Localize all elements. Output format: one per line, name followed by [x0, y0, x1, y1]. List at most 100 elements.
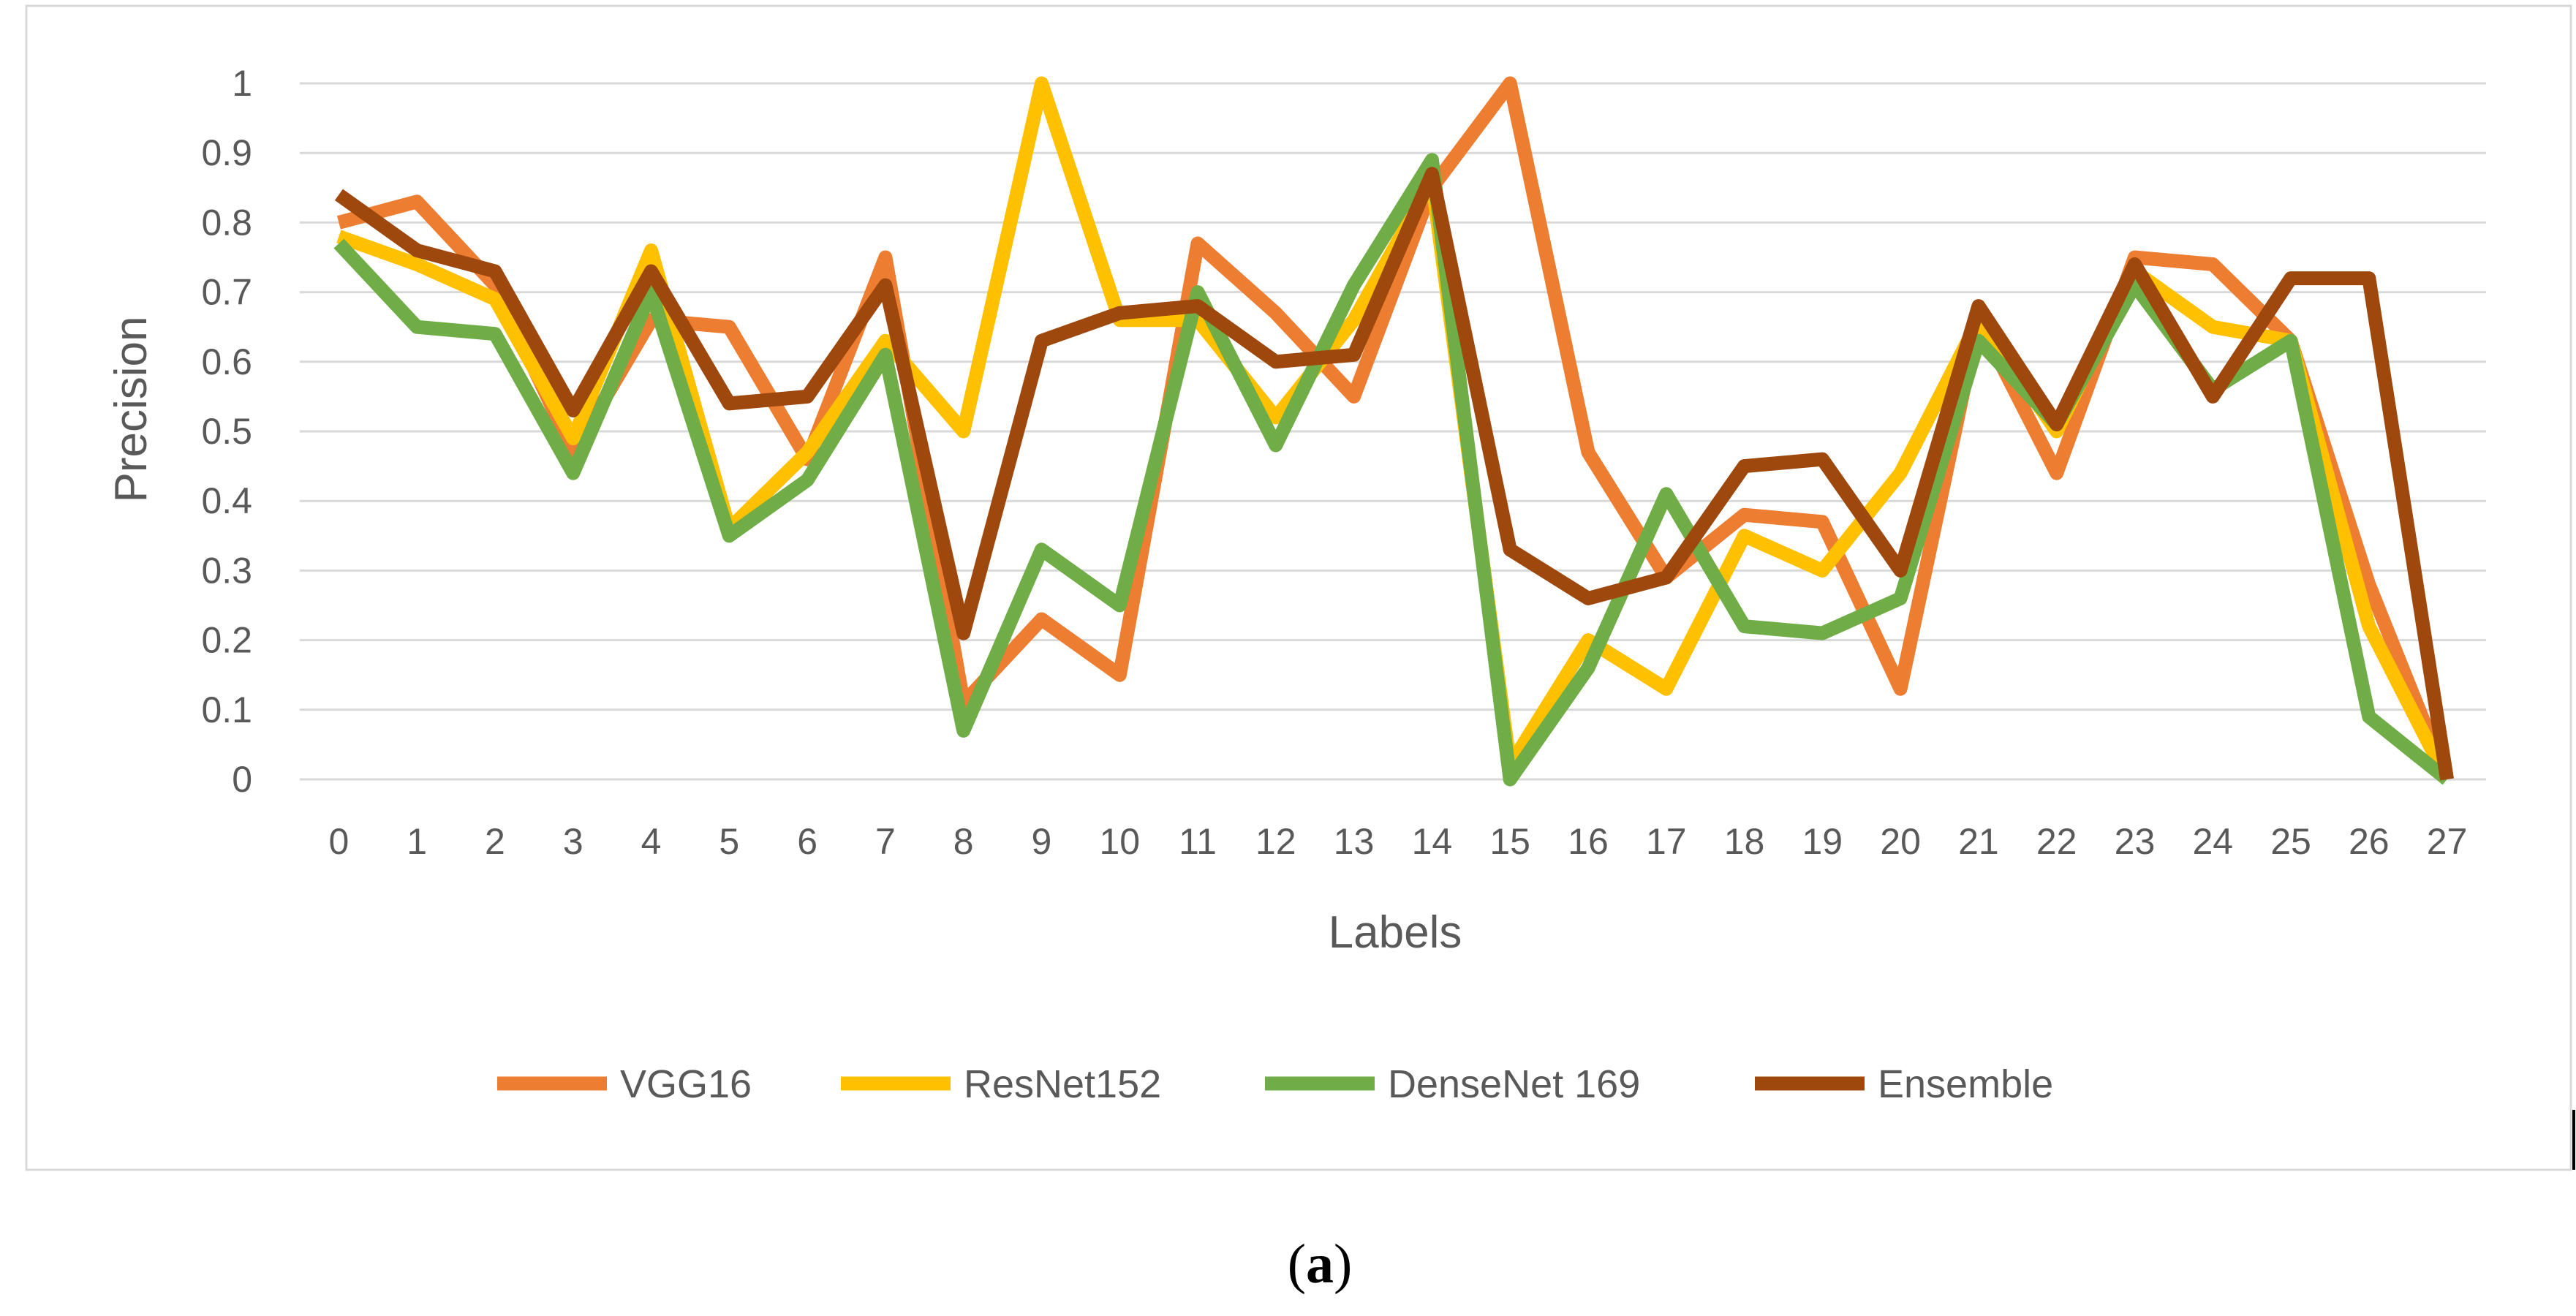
- data-point: [1744, 466, 1745, 467]
- data-point: [963, 632, 964, 634]
- data-point: [2212, 396, 2213, 397]
- data-point: [573, 452, 574, 453]
- data-point: [885, 354, 886, 355]
- caption: (a): [1288, 1233, 1353, 1295]
- y-axis-ticks: 0 0.1 0.2 0.3 0.4 0.5 0.6 0.7 0.8 0.9 1: [201, 63, 252, 800]
- y-tick-label: 0.7: [201, 272, 252, 313]
- data-point: [1353, 354, 1355, 355]
- data-point: [728, 535, 730, 537]
- data-point: [573, 409, 574, 411]
- x-tick-label: 1: [407, 821, 427, 862]
- data-point: [1509, 779, 1511, 780]
- data-point: [807, 452, 808, 453]
- y-tick-label: 0.4: [201, 480, 252, 521]
- data-point: [885, 340, 886, 341]
- x-tick-label: 3: [563, 821, 583, 862]
- data-point: [2290, 278, 2292, 279]
- data-point: [1666, 494, 1667, 495]
- data-point: [1900, 597, 1901, 599]
- data-point: [1353, 284, 1355, 286]
- data-point: [1666, 577, 1667, 578]
- caption-letter: a: [1306, 1233, 1334, 1295]
- data-point: [963, 730, 964, 731]
- x-tick-label: 0: [328, 821, 349, 862]
- data-point: [1587, 597, 1589, 599]
- series-lines: [333, 76, 2454, 787]
- x-tick-label: 6: [797, 821, 817, 862]
- x-tick-label: 14: [1412, 821, 1453, 862]
- data-point: [1509, 549, 1511, 551]
- data-point: [1587, 452, 1589, 453]
- legend: VGG16 ResNet152 DenseNet 169 Ensemble: [497, 1062, 2053, 1106]
- data-point: [2368, 626, 2370, 627]
- x-tick-label: 17: [1646, 821, 1687, 862]
- data-point: [2368, 716, 2370, 717]
- data-point: [494, 333, 496, 335]
- legend-label: VGG16: [620, 1062, 752, 1106]
- data-point: [338, 243, 339, 244]
- x-tick-label: 2: [485, 821, 505, 862]
- data-point: [1587, 640, 1589, 641]
- x-tick-label: 5: [719, 821, 739, 862]
- x-tick-label: 24: [2192, 821, 2233, 862]
- data-point: [1900, 472, 1901, 474]
- data-point: [651, 249, 652, 251]
- y-tick-label: 1: [232, 63, 252, 104]
- x-tick-label: 20: [1880, 821, 1921, 862]
- y-tick-label: 0.9: [201, 132, 252, 173]
- data-point: [651, 292, 652, 293]
- data-point: [1666, 688, 1667, 689]
- data-point: [807, 396, 808, 397]
- data-point: [2447, 779, 2448, 780]
- data-point: [1119, 312, 1120, 314]
- x-tick-label: 9: [1032, 821, 1052, 862]
- data-point: [1275, 361, 1277, 363]
- x-tick-label: 8: [953, 821, 974, 862]
- data-point: [651, 271, 652, 272]
- y-axis-title: Precision: [106, 317, 156, 503]
- data-point: [2368, 583, 2370, 585]
- data-point: [1431, 159, 1432, 161]
- data-point: [2134, 284, 2135, 286]
- data-point: [1821, 458, 1823, 460]
- caption-open-paren: (: [1288, 1233, 1306, 1295]
- data-point: [338, 222, 339, 223]
- y-tick-label: 0.6: [201, 341, 252, 382]
- data-point: [1900, 688, 1901, 689]
- data-point: [1275, 417, 1277, 418]
- data-point: [1119, 674, 1120, 676]
- data-point: [1197, 292, 1198, 293]
- data-point: [1900, 570, 1901, 571]
- x-tick-label: 23: [2115, 821, 2156, 862]
- caption-close-paren: ): [1334, 1233, 1352, 1295]
- data-point: [573, 438, 574, 439]
- data-point: [2212, 264, 2213, 265]
- data-point: [1821, 521, 1823, 523]
- data-point: [338, 194, 339, 195]
- data-point: [807, 480, 808, 481]
- x-tick-label: 11: [1179, 821, 1217, 862]
- data-point: [1197, 306, 1198, 307]
- data-point: [963, 431, 964, 432]
- data-point: [2056, 472, 2058, 474]
- y-tick-label: 0.5: [201, 411, 252, 452]
- data-point: [1040, 549, 1042, 551]
- data-point: [338, 235, 339, 237]
- y-tick-label: 0.1: [201, 689, 252, 730]
- data-point: [1744, 626, 1745, 627]
- data-point: [728, 326, 730, 328]
- data-point: [1978, 340, 1979, 341]
- legend-label: ResNet152: [964, 1062, 1161, 1106]
- data-point: [1197, 243, 1198, 244]
- data-point: [1040, 83, 1042, 84]
- x-axis-title: Labels: [1329, 907, 1462, 958]
- data-point: [416, 201, 418, 203]
- data-point: [494, 298, 496, 300]
- data-point: [1744, 514, 1745, 515]
- data-point: [885, 284, 886, 286]
- data-point: [2056, 423, 2058, 425]
- data-point: [1353, 396, 1355, 397]
- x-tick-label: 21: [1958, 821, 1999, 862]
- data-point: [651, 319, 652, 321]
